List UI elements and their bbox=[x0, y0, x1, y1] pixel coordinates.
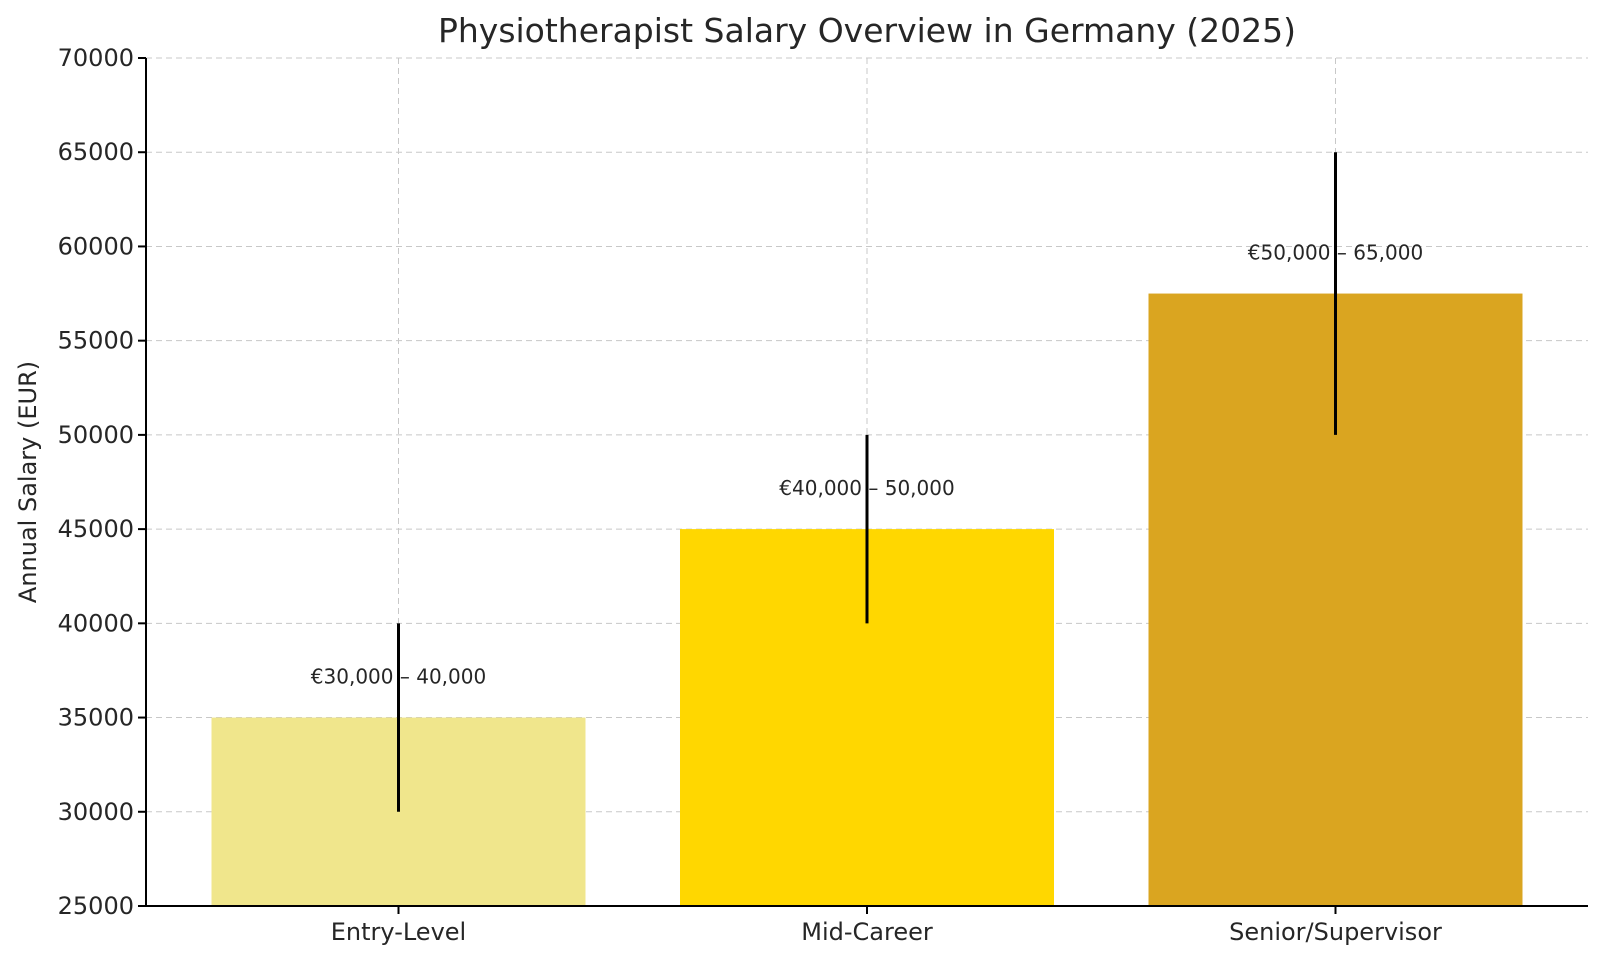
y-tick-label: 25000 bbox=[58, 892, 134, 920]
y-tick-label: 30000 bbox=[58, 798, 134, 826]
x-tick-label: Entry-Level bbox=[331, 918, 466, 946]
y-tick-label: 70000 bbox=[58, 44, 134, 72]
y-tick-label: 65000 bbox=[58, 138, 134, 166]
x-ticks: Entry-Level Mid-Career Senior/Supervisor bbox=[331, 906, 1442, 946]
x-tick-label: Senior/Supervisor bbox=[1229, 918, 1442, 946]
x-tick-label: Mid-Career bbox=[801, 918, 933, 946]
y-tick-label: 50000 bbox=[58, 421, 134, 449]
y-tick-label: 60000 bbox=[58, 232, 134, 260]
data-label: €30,000 – 40,000 bbox=[311, 665, 486, 689]
y-tick-label: 35000 bbox=[58, 704, 134, 732]
data-label: €40,000 – 50,000 bbox=[779, 476, 954, 500]
y-axis-label: Annual Salary (EUR) bbox=[14, 361, 42, 603]
error-bars bbox=[397, 152, 1337, 812]
data-labels: €30,000 – 40,000 €40,000 – 50,000 €50,000 … bbox=[311, 241, 1423, 689]
chart-title: Physiotherapist Salary Overview in Germa… bbox=[438, 11, 1296, 50]
y-ticks: 25000 30000 35000 40000 45000 50000 55000 60000… bbox=[58, 44, 146, 920]
y-tick-label: 45000 bbox=[58, 515, 134, 543]
data-label: €50,000 – 65,000 bbox=[1248, 241, 1423, 265]
y-tick-label: 40000 bbox=[58, 609, 134, 637]
y-tick-label: 55000 bbox=[58, 327, 134, 355]
